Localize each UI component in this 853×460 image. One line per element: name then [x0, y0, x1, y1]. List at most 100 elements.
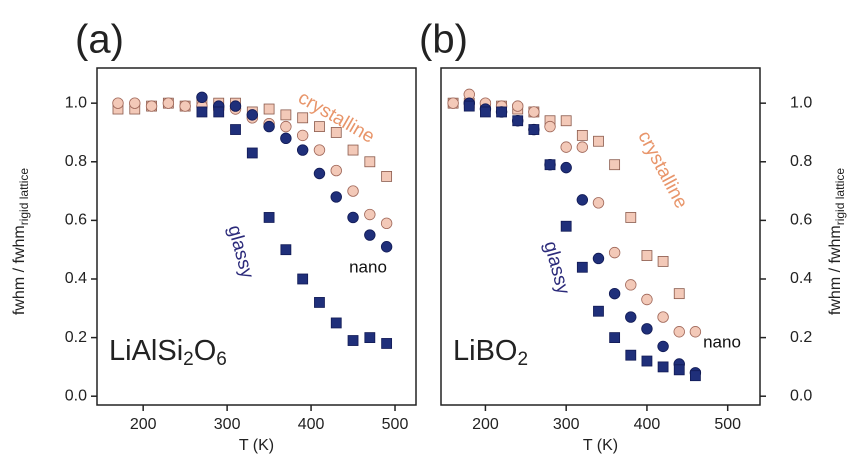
square-marker: [463, 100, 475, 112]
y-tick-label: 0.2: [65, 329, 87, 346]
circle-marker: [560, 141, 572, 153]
circle-marker: [608, 287, 621, 300]
y-tick-label: 1.0: [790, 94, 812, 111]
compound-label: LiAlSi2O6: [109, 335, 227, 370]
square-marker: [673, 364, 685, 376]
circle-marker: [129, 97, 141, 109]
circle-marker: [673, 326, 685, 338]
circle-marker: [313, 144, 326, 156]
square-marker: [364, 332, 376, 344]
compound-subscript: 2: [517, 349, 528, 370]
circle-marker: [330, 191, 342, 203]
y-axis-label: fwhm / fwhmrigid lattice: [827, 168, 847, 315]
circle-marker: [380, 217, 393, 230]
square-marker: [196, 106, 208, 118]
annotation: nano: [703, 332, 741, 351]
annotation: nano: [349, 257, 387, 276]
square-marker: [347, 144, 359, 156]
circle-marker: [592, 197, 605, 209]
circle-marker: [608, 246, 621, 259]
plot-frame: [96, 67, 417, 406]
circle-marker: [313, 167, 326, 180]
square-marker: [512, 115, 524, 127]
circle-marker: [246, 109, 259, 121]
square-marker: [297, 112, 309, 124]
y-tick-label: 0.8: [65, 153, 87, 170]
circle-marker: [657, 340, 669, 353]
square-marker: [625, 212, 637, 223]
y-tick-label: 0.0: [65, 387, 87, 404]
y-tick-label: 0.2: [790, 329, 812, 346]
compound-text: O: [194, 335, 217, 367]
square-marker: [673, 288, 685, 300]
circle-marker: [560, 161, 572, 174]
square-marker: [544, 159, 556, 171]
y-tick-label: 0.6: [790, 212, 812, 229]
circle-marker: [296, 144, 309, 156]
square-marker: [576, 261, 588, 273]
square-marker: [657, 361, 669, 373]
circle-marker: [145, 100, 158, 112]
circle-marker: [447, 97, 459, 109]
circle-marker: [196, 91, 208, 104]
compound-text: LiBO: [453, 335, 517, 367]
circle-marker: [162, 97, 175, 109]
square-marker: [689, 370, 701, 382]
x-axis-label: T (K): [583, 437, 618, 454]
x-tick-label: 500: [382, 416, 409, 433]
annotation: glassy: [539, 239, 573, 297]
square-marker: [576, 129, 588, 141]
annotation: glassy: [223, 223, 257, 281]
circle-marker: [330, 164, 342, 177]
compound-subscript: 2: [183, 349, 194, 370]
circle-marker: [641, 323, 653, 335]
square-marker: [593, 305, 604, 317]
y-tick-label: 0.0: [790, 387, 812, 404]
x-tick-label: 500: [714, 416, 741, 433]
square-marker: [593, 135, 604, 147]
square-marker: [330, 127, 342, 138]
square-marker: [560, 220, 572, 232]
circle-marker: [280, 132, 292, 145]
circle-marker: [229, 100, 242, 112]
y-tick-label: 0.8: [790, 153, 812, 170]
x-tick-label: 300: [214, 416, 241, 433]
x-tick-label: 300: [553, 416, 580, 433]
square-marker: [330, 317, 342, 329]
circle-marker: [263, 120, 275, 133]
circle-marker: [280, 120, 292, 133]
square-marker: [213, 106, 225, 118]
square-marker: [246, 147, 258, 159]
square-marker: [381, 171, 393, 182]
circle-marker: [641, 293, 653, 306]
square-marker: [263, 103, 275, 115]
circle-marker: [657, 311, 669, 323]
circle-marker: [112, 97, 124, 109]
circle-marker: [512, 100, 524, 112]
y-axis-label-sub: rigid lattice: [833, 168, 847, 226]
square-marker: [347, 335, 359, 346]
square-marker: [230, 124, 241, 135]
y-tick-label: 0.4: [790, 270, 812, 287]
circle-marker: [544, 120, 556, 133]
square-marker: [609, 332, 621, 344]
circle-marker: [625, 311, 637, 323]
annotation: crystalline: [633, 128, 691, 212]
square-marker: [641, 250, 653, 261]
circle-marker: [625, 279, 637, 291]
circle-marker: [380, 241, 393, 253]
square-marker: [297, 273, 309, 285]
square-marker: [381, 338, 393, 349]
square-marker: [280, 244, 292, 256]
circle-marker: [364, 208, 376, 221]
square-marker: [314, 297, 325, 308]
circle-marker: [528, 106, 540, 118]
plot-frame: [440, 67, 761, 406]
panel-label: (b): [419, 18, 468, 62]
y-tick-label: 0.4: [65, 270, 87, 287]
circle-marker: [592, 252, 605, 265]
square-marker: [625, 349, 637, 361]
x-tick-label: 400: [298, 416, 325, 433]
y-axis-label-main: fwhm / fwhm: [827, 225, 844, 315]
square-marker: [480, 106, 491, 118]
